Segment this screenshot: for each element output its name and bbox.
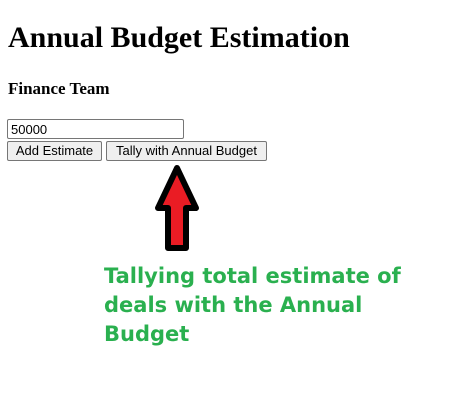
add-estimate-button[interactable]: Add Estimate xyxy=(7,141,102,161)
page-title: Annual Budget Estimation xyxy=(8,21,350,54)
annotation-text: Tallying total estimate of deals with th… xyxy=(104,264,401,346)
estimate-amount-input[interactable] xyxy=(7,119,184,139)
up-arrow-shape xyxy=(155,165,199,251)
tally-annual-budget-button[interactable]: Tally with Annual Budget xyxy=(106,141,267,161)
up-arrow-icon xyxy=(155,165,199,251)
team-heading: Finance Team xyxy=(8,79,110,98)
